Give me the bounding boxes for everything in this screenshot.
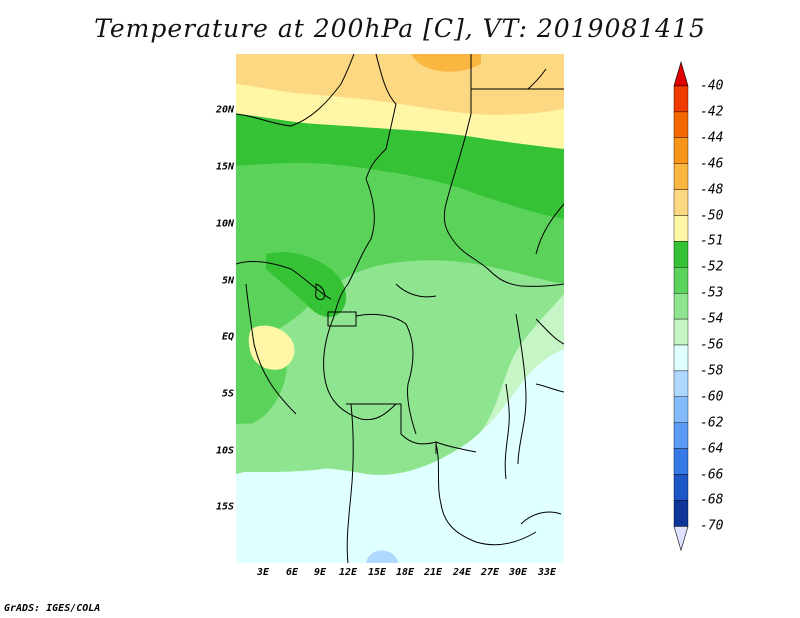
map-panel (236, 54, 564, 563)
lon-label-18e: 18E (395, 567, 415, 578)
legend-label: -42 (700, 104, 724, 120)
legend-label: -51 (700, 233, 724, 249)
legend-swatch (673, 448, 689, 475)
lon-label-33e: 33E (537, 567, 557, 578)
lat-label-10s: 10S (215, 445, 234, 457)
lon-label-30e: 30E (508, 567, 528, 578)
legend-swatch (673, 137, 689, 164)
legend-swatch (673, 500, 689, 527)
country-borders (236, 54, 564, 563)
field-region-sw-green (236, 423, 353, 472)
legend-label: -66 (700, 467, 724, 482)
legend-label: -40 (700, 78, 724, 94)
lon-label-6e: 6E (285, 567, 299, 578)
lat-label-5n: 5N (221, 275, 234, 287)
lat-label-20n: 20N (215, 104, 234, 116)
legend-swatch (673, 163, 689, 190)
field-region-equator-yellow (248, 325, 295, 370)
legend-label: -44 (700, 130, 724, 146)
legend-swatch (673, 241, 689, 268)
legend-label: -48 (700, 182, 724, 198)
credit-text: GrADS: IGES/COLA (4, 603, 101, 614)
legend-swatch (673, 111, 689, 139)
lon-label-24e: 24E (452, 567, 472, 578)
lon-label-12e: 12E (338, 567, 358, 578)
legend-swatch (673, 318, 689, 346)
temperature-field-map (236, 54, 564, 563)
lon-label-21e: 21E (423, 567, 443, 578)
legend-label: -50 (700, 208, 724, 223)
legend-label: -58 (700, 363, 724, 379)
legend-swatch (673, 292, 689, 320)
field-region-north-orange (236, 54, 564, 115)
lat-label-15s: 15S (215, 501, 234, 513)
legend-label: -68 (700, 492, 724, 508)
lon-label-9e: 9E (313, 567, 327, 578)
legend-swatch (673, 396, 689, 423)
legend-label: -62 (700, 415, 724, 431)
color-legend (673, 60, 689, 552)
legend-label: -53 (700, 285, 724, 301)
legend-swatch (673, 422, 689, 449)
legend-label: -70 (700, 518, 724, 534)
lon-label-27e: 27E (480, 567, 500, 578)
field-region-north-dark-orange (411, 54, 481, 72)
lat-label-5s: 5S (221, 388, 234, 400)
field-region-dark-green-north (236, 114, 564, 219)
legend-swatch (673, 267, 689, 294)
legend-swatch (673, 370, 689, 397)
lat-label-eq: EQ (221, 331, 234, 343)
lat-label-15n: 15N (215, 161, 234, 173)
legend-label: -54 (700, 311, 724, 327)
legend-swatch (673, 215, 689, 242)
map-title: Temperature at 200hPa [C], VT: 201908141… (94, 14, 706, 43)
legend-label: -60 (700, 389, 724, 405)
field-region-south-cyan (236, 349, 564, 563)
legend-swatch (673, 474, 689, 501)
legend-label: -52 (700, 259, 724, 275)
field-region-dark-green-blob (266, 252, 347, 318)
legend-label: -56 (700, 337, 724, 353)
legend-swatch (673, 344, 689, 372)
legend-swatch (673, 189, 689, 216)
legend-label: -46 (700, 156, 724, 172)
field-region-blue-patch (366, 550, 398, 563)
lat-label-10n: 10N (215, 218, 234, 230)
lon-label-15e: 15E (367, 567, 387, 578)
legend-top-triangle (673, 60, 689, 87)
legend-bottom-triangle (673, 525, 689, 552)
field-region-mid-green-central (236, 163, 564, 344)
lon-label-3e: 3E (256, 567, 270, 578)
legend-swatch (673, 85, 689, 113)
legend-label: -64 (700, 441, 724, 457)
